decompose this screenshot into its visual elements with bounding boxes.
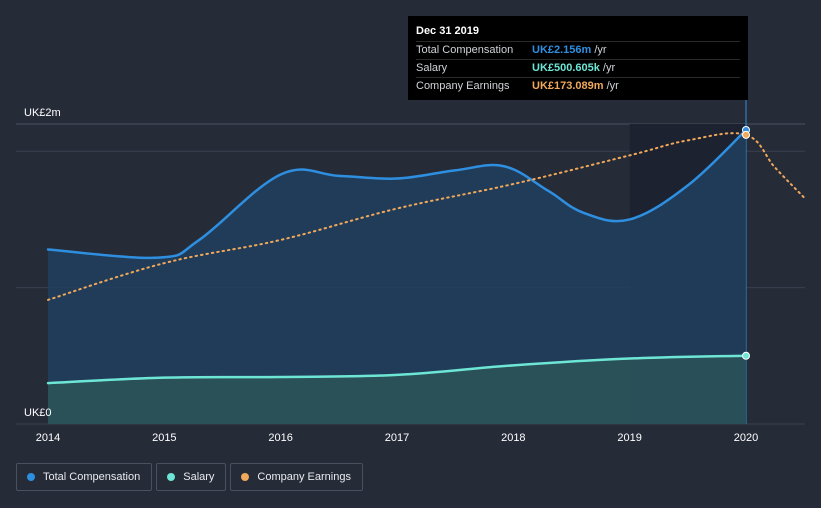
series-markers bbox=[742, 126, 750, 360]
total-area bbox=[48, 130, 746, 424]
tooltip-row-salary: Salary UK£500.605k /yr bbox=[416, 59, 740, 77]
legend-label: Company Earnings bbox=[257, 471, 351, 483]
salary-marker bbox=[742, 351, 750, 360]
y-axis-ticks: UK£0 UK£2m bbox=[24, 107, 61, 419]
series-lines bbox=[46, 128, 806, 385]
x-tick-label: 2017 bbox=[385, 432, 409, 444]
y-tick-label: UK£2m bbox=[24, 107, 61, 119]
tooltip-label: Salary bbox=[416, 62, 448, 74]
legend-label: Salary bbox=[183, 471, 215, 483]
earnings-marker bbox=[742, 130, 750, 139]
chart-tooltip: Dec 31 2019 Total Compensation UK£2.156m… bbox=[408, 16, 748, 100]
tooltip-unit: /yr bbox=[606, 80, 619, 92]
total-line bbox=[46, 128, 748, 260]
x-tick-label: 2020 bbox=[734, 432, 758, 444]
x-axis-ticks: 2014 2015 2016 2017 2018 2019 2020 bbox=[36, 432, 758, 444]
tooltip-label: Total Compensation bbox=[416, 44, 514, 56]
tooltip-value: UK£500.605k bbox=[532, 62, 600, 74]
legend-label: Total Compensation bbox=[43, 471, 141, 483]
x-tick-label: 2014 bbox=[36, 432, 60, 444]
legend-item-company-earnings[interactable]: Company Earnings bbox=[230, 463, 363, 491]
chart-legend: Total Compensation Salary Company Earnin… bbox=[16, 463, 363, 491]
legend-dot-icon bbox=[27, 473, 35, 481]
x-tick-label: 2015 bbox=[152, 432, 176, 444]
tooltip-row-total: Total Compensation UK£2.156m /yr bbox=[416, 41, 740, 59]
tooltip-row-earnings: Company Earnings UK£173.089m /yr bbox=[416, 77, 740, 95]
legend-item-total-compensation[interactable]: Total Compensation bbox=[16, 463, 153, 491]
tooltip-date: Dec 31 2019 bbox=[416, 25, 479, 37]
legend-dot-icon bbox=[241, 473, 250, 481]
earnings-line bbox=[47, 132, 806, 301]
x-tick-label: 2019 bbox=[617, 432, 641, 444]
salary-line bbox=[46, 354, 748, 385]
salary-area bbox=[48, 355, 746, 424]
legend-item-salary[interactable]: Salary bbox=[156, 463, 227, 491]
y-tick-label: UK£0 bbox=[24, 407, 52, 419]
tooltip-label: Company Earnings bbox=[416, 80, 510, 92]
tooltip-value: UK£173.089m bbox=[532, 80, 604, 92]
x-tick-label: 2016 bbox=[268, 432, 292, 444]
tooltip-unit: /yr bbox=[602, 62, 616, 74]
tooltip-value: UK£2.156m bbox=[532, 44, 592, 56]
legend-dot-icon bbox=[167, 473, 176, 481]
tooltip-unit: /yr bbox=[594, 44, 607, 56]
x-tick-label: 2018 bbox=[501, 432, 525, 444]
series-areas bbox=[48, 130, 746, 424]
